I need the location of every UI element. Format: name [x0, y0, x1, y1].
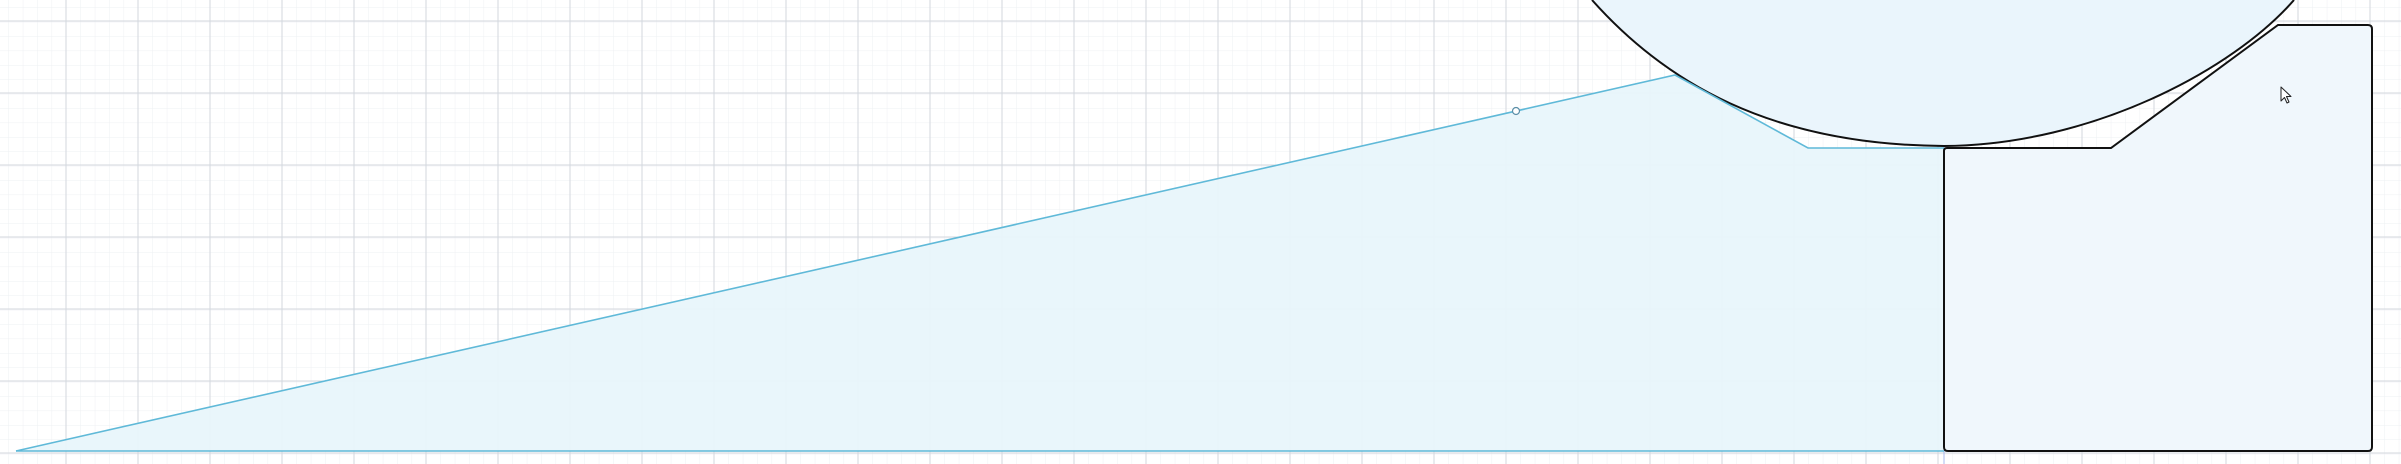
solid-profile[interactable] — [1943, 24, 2373, 452]
arrow-pointer-icon — [2280, 86, 2292, 104]
circle-profile[interactable] — [1591, 0, 2295, 148]
circle-arc[interactable] — [1591, 0, 2295, 148]
selected-profile-edge-top[interactable] — [15, 74, 1944, 452]
selected-profile-fill — [16, 75, 1944, 451]
circle-fill — [1592, 0, 2294, 146]
selected-profile[interactable] — [15, 74, 1944, 452]
solid-profile-outline[interactable] — [1943, 24, 2373, 452]
vertex-handle[interactable] — [1511, 106, 1521, 116]
